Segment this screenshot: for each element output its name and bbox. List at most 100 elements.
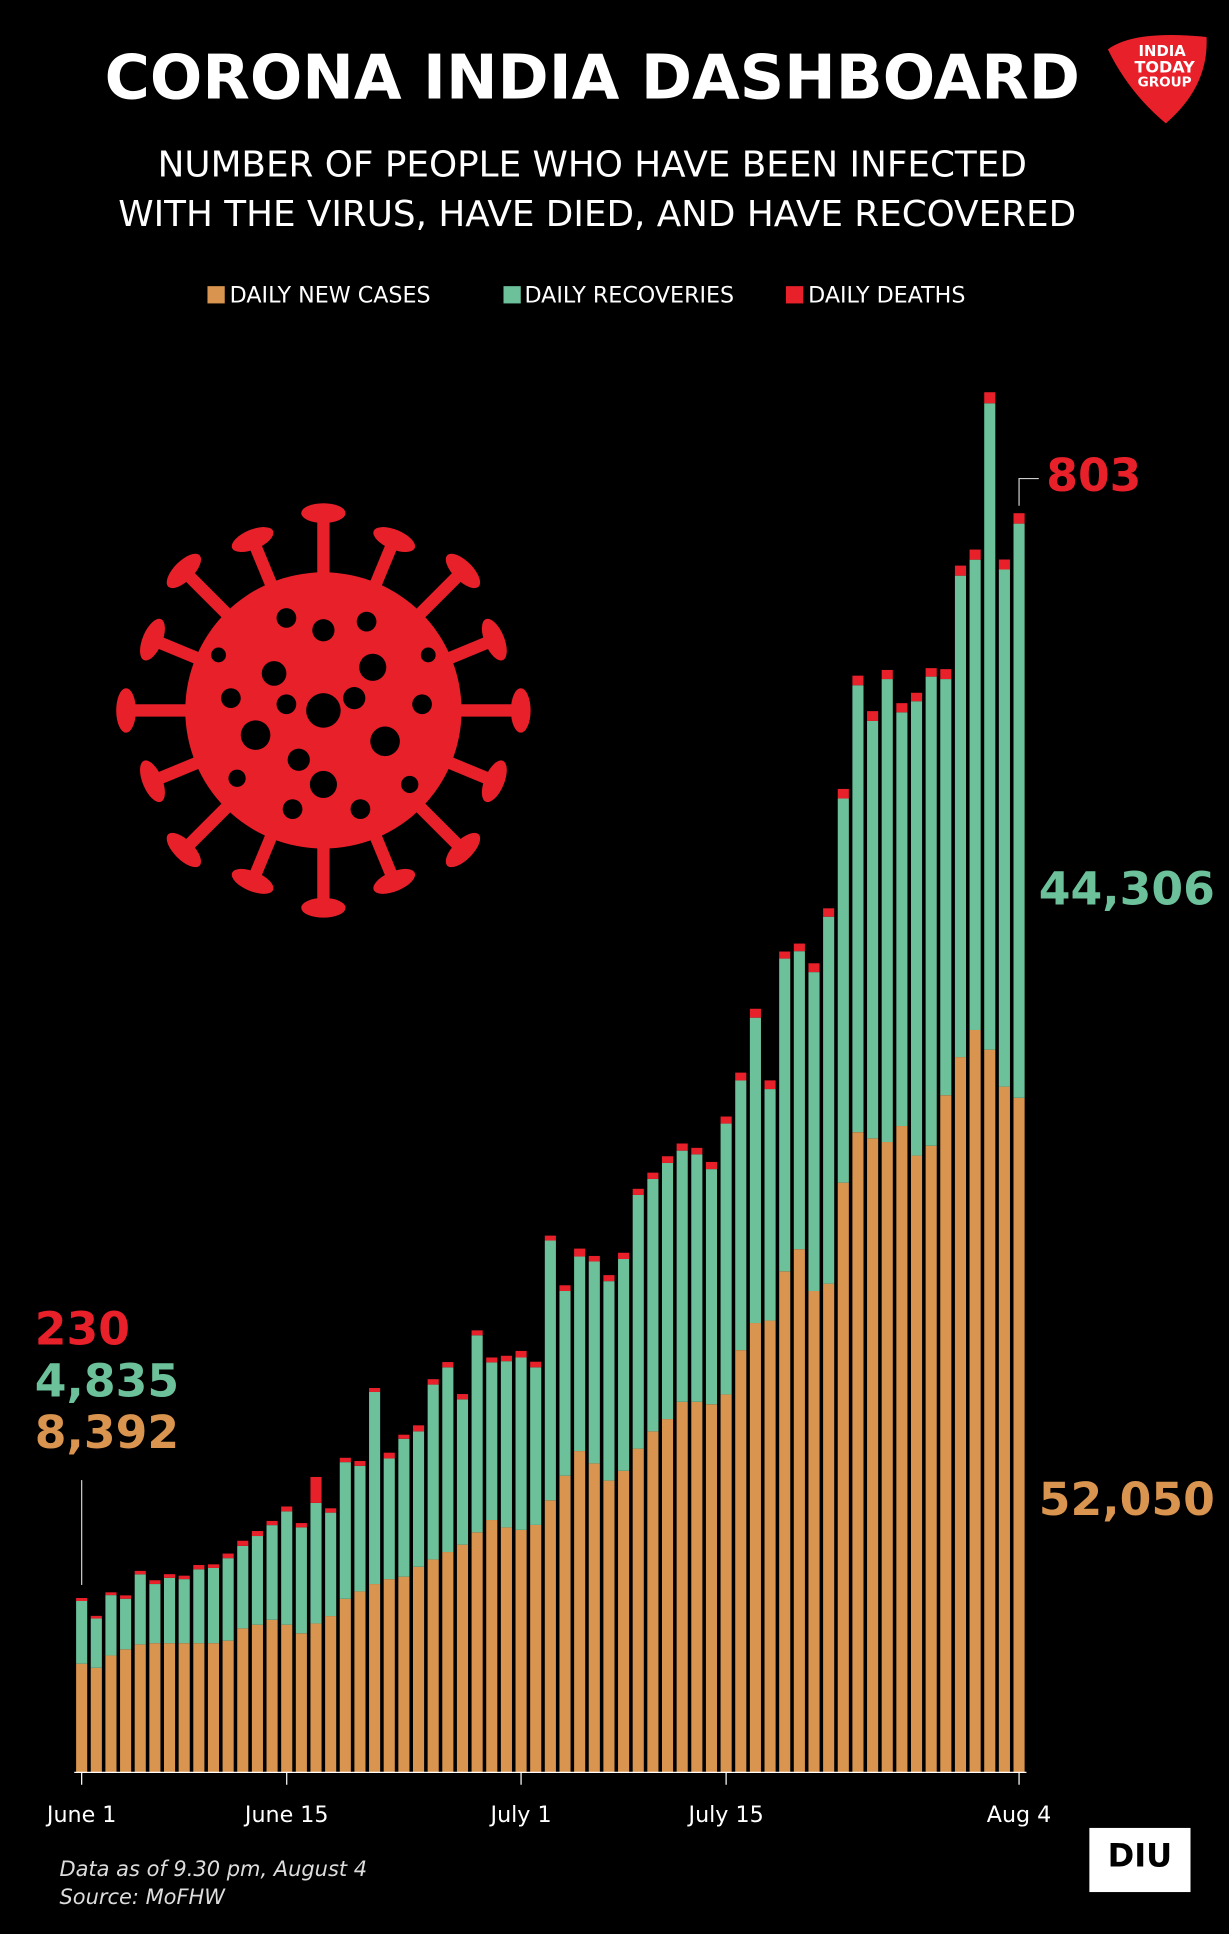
bar-segment [383,1458,395,1580]
bar-segment [398,1576,410,1773]
bar-segment [969,559,981,1030]
bar-segment [105,1595,117,1656]
bar-segment [998,559,1010,570]
bar-segment [559,1285,571,1292]
bar-segment [764,1320,776,1773]
bar-segment [544,1235,556,1241]
virus-spot [356,611,377,632]
virus-knob [166,553,202,589]
bar-segment [925,1145,937,1773]
bar-segment [661,1162,674,1420]
bar-segment [120,1649,132,1773]
note: Data as of 9.30 pm, August 4 [59,1857,367,1881]
virus-knob [445,553,481,589]
bar-segment [676,1401,688,1773]
bar-segment [588,1261,600,1464]
bar-segment [237,1545,249,1629]
bar-segment [749,1323,761,1773]
publisher-logo: INDIA TODAY GROUP [1107,34,1207,124]
bar-segment [354,1460,366,1466]
bar-segment [735,1072,747,1081]
bar-segment [456,1399,469,1545]
virus-spot [359,653,387,681]
bar-segment [647,1431,659,1773]
bar-segment [837,1182,849,1773]
bar-segment [632,1448,644,1773]
bar-segment [559,1291,571,1476]
virus-spot [228,769,246,787]
bar-segment [940,1095,952,1773]
bar-segment [515,1529,527,1773]
bar-segment [779,958,791,1272]
virus-knob [140,618,165,661]
bar-segment [90,1618,102,1668]
chart-subtitle: NUMBER OF PEOPLE WHO HAVE BEEN INFECTED [158,145,1027,186]
bar-segment [954,1057,967,1773]
bar-segment [163,1643,176,1773]
bar-segment [661,1156,674,1163]
value-label: 230 [35,1303,130,1356]
leader-line [1018,477,1039,506]
bar-segment [369,1388,381,1392]
bar-segment [954,575,967,1058]
bar-segment [969,1029,981,1773]
bar-segment [281,1511,293,1625]
bar-segment [295,1523,307,1528]
bar-segment [76,1600,88,1664]
bar-segment [486,1362,498,1521]
bar-segment [588,1255,600,1262]
bar-segment [163,1577,176,1644]
bar-segment [881,669,893,680]
legend-label: DAILY DEATHS [808,283,965,309]
bar-segment [207,1564,220,1568]
bar-segment [793,951,805,1250]
bar-segment [691,1154,703,1402]
bar-segment [823,916,835,1284]
logo-text: INDIA [1139,43,1187,60]
bar-segment [354,1465,366,1592]
bar-segment [749,1017,761,1324]
x-tick-label: June 15 [243,1802,329,1828]
bar-segment [793,1249,805,1773]
legend-label: DAILY NEW CASES [230,283,431,309]
bar-segment [808,972,820,1292]
legend-swatch [503,286,521,304]
bar-segment [398,1434,410,1439]
virus-spot [211,647,226,663]
bar-segment [705,1404,718,1773]
logo-text: DIU [1108,1837,1173,1875]
bar-segment [603,1281,615,1481]
value-label: 803 [1046,449,1141,502]
bar-segment [823,908,835,917]
virus-knob [510,688,531,733]
bar-segment [500,1527,512,1773]
virus-knob [373,527,416,552]
bar-segment [925,668,937,677]
bar-segment [896,712,908,1127]
bar-segment [603,1275,615,1282]
bar-segment [837,788,849,799]
virus-knob [481,760,507,803]
bar-segment [530,1524,542,1773]
bar-segment [120,1598,132,1650]
bar-segment [544,1500,556,1773]
bar-segment [881,679,893,1143]
bar-segment [456,1544,469,1773]
bar-segment [310,1502,322,1624]
bar-segment [339,1598,351,1773]
bar-segment [705,1161,718,1170]
bar-segment [251,1536,263,1625]
bar-segment [720,1116,732,1124]
virus-spot [309,770,337,799]
bar-segment [574,1248,586,1257]
bar-segment [837,798,849,1183]
virus-spot [370,726,400,757]
virus-spot [343,687,366,710]
bar-segment [456,1394,469,1400]
bar-segment [618,1252,630,1259]
bar-segment [618,1258,630,1471]
bar-segment [515,1350,527,1358]
virus-icon [116,503,531,918]
bar-segment [295,1527,307,1634]
logo-text: GROUP [1138,75,1192,91]
